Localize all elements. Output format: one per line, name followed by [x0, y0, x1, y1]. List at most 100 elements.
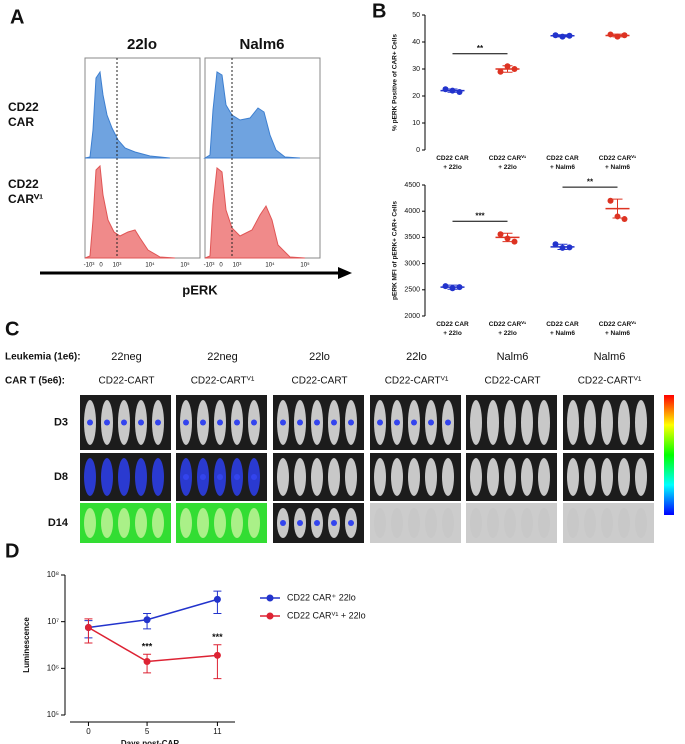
- signal: [331, 419, 337, 426]
- signal: [121, 419, 127, 426]
- column-label: 22neg: [207, 351, 238, 363]
- column-label: CD22-CARTⱽ¹: [385, 376, 449, 387]
- legend-label: CD22 CAR⁺ 22lo: [287, 592, 356, 602]
- x-tick-label: 0: [99, 263, 103, 269]
- mouse: [470, 458, 482, 496]
- panel-label: C: [5, 318, 19, 340]
- mouse: [442, 508, 454, 538]
- panel-label: A: [10, 6, 24, 28]
- signal: [217, 474, 223, 480]
- signal: [251, 419, 257, 426]
- row-label: CAR T (5e6):: [5, 376, 65, 387]
- x-tick-label: 10⁴: [145, 262, 155, 269]
- mouse: [391, 508, 403, 538]
- error-bar: [502, 65, 513, 73]
- y-tick-label: 10⁸: [47, 570, 59, 579]
- signal: [183, 474, 189, 480]
- mouse: [118, 508, 130, 538]
- histogram: [84, 70, 171, 159]
- signal: [183, 419, 189, 426]
- y-tick-label: 2500: [404, 287, 420, 294]
- x-tick-label: -10³: [84, 263, 95, 269]
- arrow-head: [338, 267, 352, 279]
- mouse: [635, 458, 647, 496]
- mouse: [101, 508, 113, 538]
- x-tick-label: CD22 CARⱽ¹ + Nalm6: [599, 154, 636, 171]
- row-label: CARⱽ¹: [8, 192, 43, 206]
- column-label: 22lo: [406, 351, 427, 363]
- column-label: 22neg: [111, 351, 142, 363]
- panel-label: B: [372, 0, 386, 22]
- mouse: [538, 458, 550, 496]
- mouse: [584, 508, 596, 538]
- mouse: [584, 458, 596, 496]
- x-tick-label: -10³: [204, 263, 215, 269]
- column-label: CD22-CART: [485, 376, 541, 387]
- x-tick-label: 5: [145, 727, 150, 736]
- mouse: [345, 458, 357, 496]
- signal: [138, 419, 144, 426]
- mouse: [231, 508, 243, 538]
- mouse: [101, 458, 113, 496]
- signal: [280, 419, 286, 426]
- x-tick-label: 10⁵: [300, 262, 310, 269]
- y-axis-label: % pERK Positive of CAR+ Cells: [392, 34, 399, 131]
- mouse: [584, 400, 596, 445]
- error-bar: [502, 232, 513, 243]
- legend-label: CD22 CARⱽ¹ + 22lo: [287, 610, 366, 620]
- column-label: Nalm6: [594, 351, 626, 363]
- signal: [200, 474, 206, 480]
- mouse: [294, 458, 306, 496]
- mouse: [567, 400, 579, 445]
- mouse: [425, 508, 437, 538]
- signal: [297, 419, 303, 426]
- mouse: [152, 508, 164, 538]
- x-tick-label: 10³: [233, 263, 242, 269]
- column-label: CD22-CART: [99, 376, 155, 387]
- y-tick-label: 10: [412, 120, 420, 127]
- error-bar: [447, 88, 458, 93]
- point: [213, 651, 221, 659]
- signal: [104, 419, 110, 426]
- histogram: [203, 71, 301, 159]
- mouse: [374, 508, 386, 538]
- error-bar: [612, 198, 623, 219]
- column-label: CD22-CARTⱽ¹: [191, 376, 255, 387]
- mouse: [374, 458, 386, 496]
- mouse: [567, 508, 579, 538]
- error-bar: [557, 34, 568, 38]
- mouse: [618, 508, 630, 538]
- mouse: [135, 458, 147, 496]
- mouse: [618, 458, 630, 496]
- y-tick-label: 10⁷: [47, 617, 59, 626]
- x-tick-label: 10⁵: [180, 262, 190, 269]
- signal: [234, 419, 240, 426]
- signal: [348, 419, 354, 426]
- signal: [377, 419, 383, 426]
- colorbar: [664, 395, 674, 515]
- panel-label: D: [5, 540, 19, 562]
- y-tick-label: 2000: [404, 313, 420, 320]
- mouse: [470, 508, 482, 538]
- mouse: [487, 508, 499, 538]
- mouse: [601, 400, 613, 445]
- panel-a-frames: [40, 57, 352, 279]
- x-axis-label: Days post-CAR: [121, 739, 179, 744]
- error-bar: [213, 644, 222, 680]
- mouse: [118, 458, 130, 496]
- point: [442, 283, 449, 290]
- x-tick-label: CD22 CAR + Nalm6: [546, 321, 579, 337]
- y-tick-label: 30: [412, 66, 420, 73]
- mouse: [487, 458, 499, 496]
- y-tick-label: 10⁶: [47, 663, 59, 672]
- column-title: Nalm6: [239, 36, 284, 53]
- y-tick-label: 4000: [404, 208, 420, 215]
- signal: [234, 474, 240, 480]
- point: [84, 623, 92, 631]
- row-label: CAR: [8, 115, 34, 129]
- signal: [251, 474, 257, 480]
- y-tick-label: 50: [412, 12, 420, 19]
- column-label: CD22-CART: [292, 376, 348, 387]
